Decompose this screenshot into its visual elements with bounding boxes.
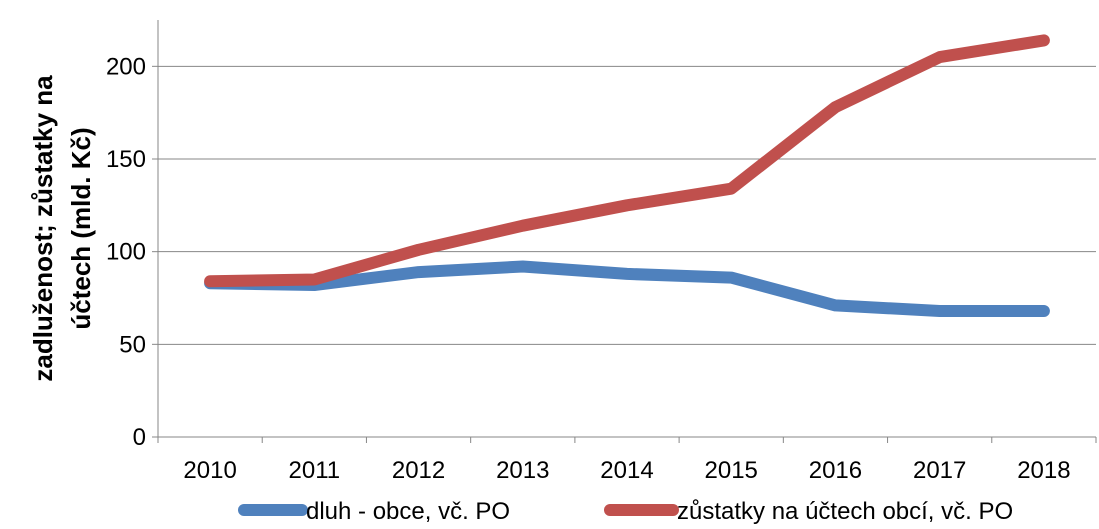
- series-line-1: [210, 40, 1044, 281]
- y-tick-label: 50: [119, 331, 146, 358]
- y-tick-label: 0: [133, 424, 146, 451]
- x-tick-label: 2015: [705, 457, 758, 484]
- y-axis-title-line: účtech (mld. Kč): [66, 127, 96, 329]
- legend-label: zůstatky na účtech obcí, vč. PO: [677, 498, 1013, 524]
- x-tick-label: 2017: [913, 457, 966, 484]
- y-tick-label: 150: [106, 146, 146, 173]
- legend-label: dluh - obce, vč. PO: [306, 498, 510, 524]
- x-tick-label: 2014: [600, 457, 653, 484]
- series-lines: [210, 40, 1044, 311]
- x-tick-label: 2011: [289, 457, 341, 484]
- legend: dluh - obce, vč. PO zůstatky na účtech ob…: [244, 498, 1013, 524]
- y-tick-label: 100: [106, 239, 146, 266]
- x-tick-label: 2016: [809, 457, 862, 484]
- y-tick-label: 200: [106, 53, 146, 80]
- x-tick-label: 2010: [183, 457, 236, 484]
- y-axis-label: zadluženost; zůstatky na účtech (mld. Kč): [28, 75, 96, 382]
- x-tick-label: 2013: [496, 457, 549, 484]
- y-axis-title-line: zadluženost; zůstatky na: [28, 75, 58, 382]
- x-tick-label: 2018: [1017, 457, 1070, 484]
- x-tick-label: 2012: [392, 457, 445, 484]
